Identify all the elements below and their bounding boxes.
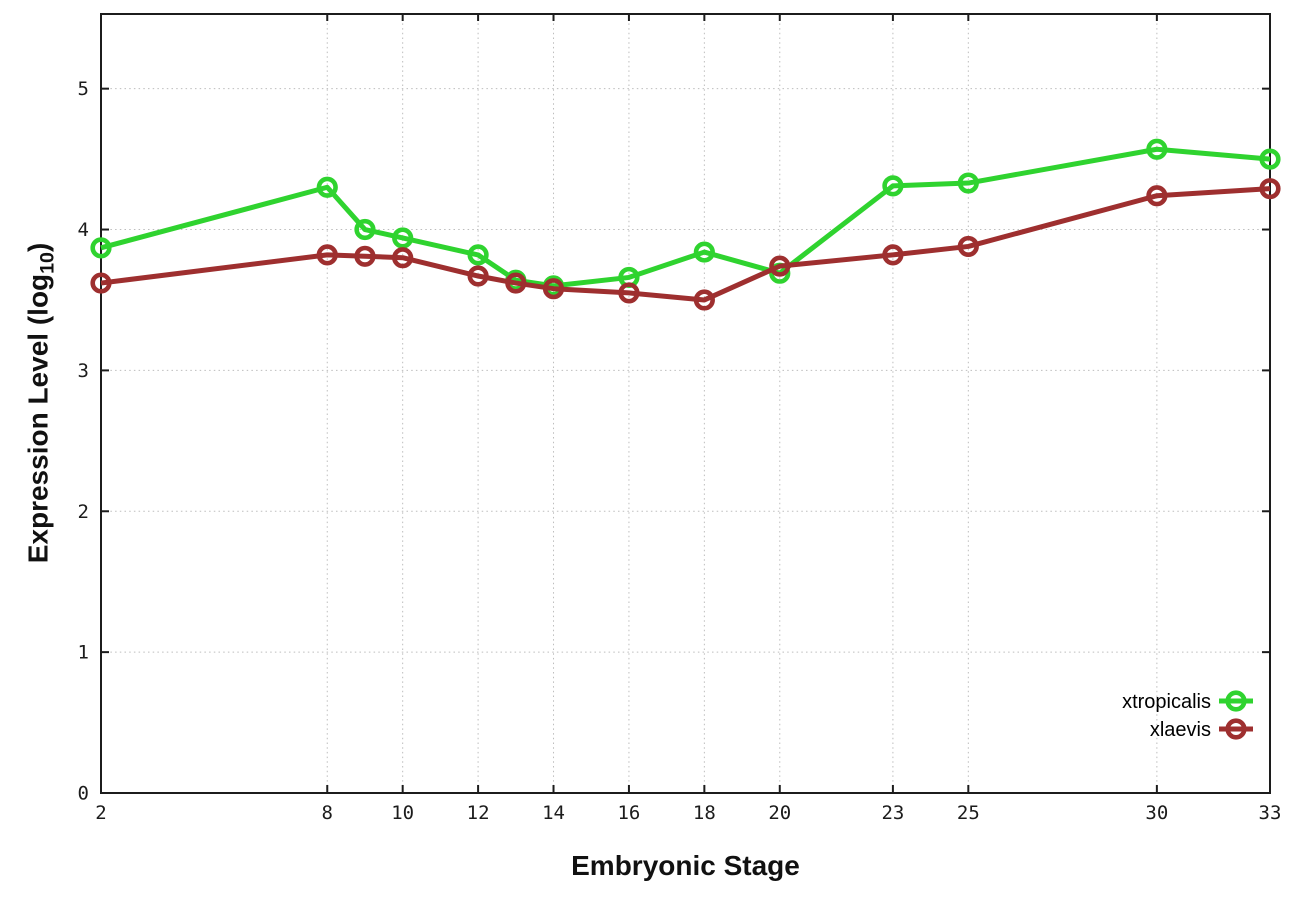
plot-border (100, 13, 1271, 794)
data-point-xtropicalis (467, 244, 489, 266)
y-tick-label: 1 (78, 642, 89, 664)
data-point-xlaevis (392, 247, 414, 269)
data-point-xtropicalis (882, 175, 904, 197)
series-line-xlaevis (100, 186, 1271, 303)
x-tick-label: 25 (957, 802, 980, 824)
y-axis-title: Expression Level (log10) (23, 243, 60, 564)
data-point-xlaevis (467, 265, 489, 287)
x-tick-label: 10 (391, 802, 414, 824)
data-point-xlaevis (316, 244, 338, 266)
legend-label-xtropicalis: xtropicalis (1122, 691, 1211, 713)
data-point-xtropicalis (90, 237, 112, 259)
x-tick-label: 30 (1145, 802, 1168, 824)
legend-sample-marker-xtropicalis (1225, 690, 1247, 712)
x-tick-label: 16 (617, 802, 640, 824)
data-point-xlaevis (618, 282, 640, 304)
y-axis-title-text: Expression Level (log (22, 273, 54, 564)
data-point-xlaevis (542, 278, 565, 300)
data-point-xlaevis (769, 255, 791, 277)
data-point-xlaevis (90, 272, 112, 294)
data-point-xlaevis (1146, 185, 1168, 207)
x-tick-label: 2 (95, 802, 106, 824)
data-point-xlaevis (505, 272, 527, 294)
data-point-xtropicalis (1259, 148, 1281, 170)
data-point-xtropicalis (693, 241, 715, 263)
x-tick-label: 23 (881, 802, 904, 824)
x-tick-label: 33 (1259, 802, 1282, 824)
data-point-xlaevis (882, 244, 904, 266)
data-point-xtropicalis (957, 172, 979, 194)
y-tick-label: 3 (78, 360, 89, 382)
y-tick-label: 0 (78, 783, 89, 805)
y-tick-label: 4 (78, 219, 89, 241)
x-tick-label: 8 (322, 802, 333, 824)
data-point-xtropicalis (354, 218, 376, 241)
x-tick-label: 20 (768, 802, 791, 824)
data-point-xlaevis (693, 289, 715, 311)
data-point-xlaevis (354, 245, 376, 267)
y-axis-title-suffix: ) (22, 242, 54, 253)
x-tick-label: 14 (542, 802, 565, 824)
data-point-xtropicalis (1146, 138, 1168, 160)
y-tick-label: 2 (78, 501, 89, 523)
y-tick-label: 5 (78, 78, 89, 100)
x-axis-title: Embryonic Stage (571, 850, 800, 881)
data-point-xlaevis (1259, 178, 1281, 200)
x-tick-label: 12 (467, 802, 490, 824)
y-axis-title-subscript: 10 (36, 252, 59, 274)
series-line-xtropicalis (100, 146, 1271, 289)
data-point-xlaevis (957, 235, 979, 258)
x-tick-label: 18 (693, 802, 716, 824)
legend-label-xlaevis: xlaevis (1150, 719, 1211, 741)
legend-sample-marker-xlaevis (1225, 718, 1247, 740)
data-point-xtropicalis (392, 227, 414, 249)
data-point-xtropicalis (316, 176, 338, 198)
